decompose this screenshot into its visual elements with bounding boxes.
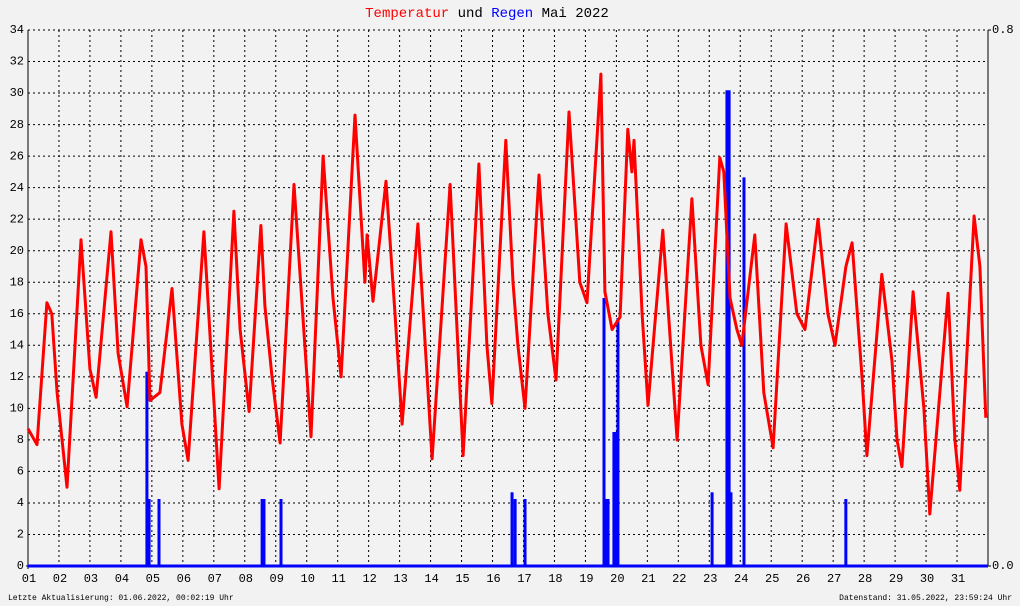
title-join: und [458,6,483,22]
x-tick-label: 26 [796,572,810,586]
x-tick-label: 07 [208,572,222,586]
y2-tick-label: 0.0 [992,559,1014,573]
rain-bar [727,90,731,567]
rain-bar [279,499,283,566]
rain-bar [742,177,746,566]
y2-tick-label: 0.8 [992,23,1014,37]
x-tick-label: 09 [270,572,284,586]
x-tick-label: 29 [889,572,903,586]
x-tick-label: 25 [765,572,779,586]
y-tick-label: 22 [10,212,24,226]
y-tick-label: 10 [10,402,24,416]
title-suffix: Mai 2022 [542,6,609,22]
x-tick-label: 23 [703,572,717,586]
rain-bar [844,499,848,566]
rain-bar [147,499,151,566]
x-tick-label: 04 [115,572,129,586]
x-tick-label: 13 [393,572,407,586]
x-tick-label: 14 [424,572,438,586]
y-tick-label: 12 [10,370,24,384]
x-tick-label: 06 [177,572,191,586]
y-tick-label: 34 [10,23,24,37]
rain-bar [612,432,616,566]
rain-bar [262,499,266,566]
y-tick-label: 24 [10,181,24,195]
rain-bar [602,298,606,566]
x-tick-label: 20 [610,572,624,586]
rain-bar [614,432,618,566]
y-tick-label: 30 [10,86,24,100]
y-tick-label: 32 [10,55,24,69]
x-tick-label: 21 [641,572,655,586]
title-temp: Temperatur [365,6,449,22]
rain-bar [523,499,527,566]
x-tick-label: 10 [301,572,315,586]
y-tick-label: 14 [10,338,24,352]
rain-bar [729,492,733,566]
rain-bar [157,499,161,566]
y-tick-label: 0 [17,559,24,573]
x-tick-label: 15 [455,572,469,586]
x-tick-label: 24 [734,572,748,586]
footer-right: Datenstand: 31.05.2022, 23:59:24 Uhr [839,594,1012,603]
y-tick-label: 28 [10,118,24,132]
y-tick-label: 4 [17,496,24,510]
y-tick-label: 26 [10,149,24,163]
x-tick-label: 30 [920,572,934,586]
x-tick-label: 02 [53,572,67,586]
rain-bar [710,492,714,566]
rain-bar [145,371,149,566]
temperature-line [26,72,988,516]
rain-bar [604,499,608,566]
x-tick-label: 03 [84,572,98,586]
rain-bar [510,492,514,566]
x-tick-label: 31 [951,572,965,586]
x-tick-label: 19 [579,572,593,586]
x-tick-label: 22 [672,572,686,586]
rain-bar [606,499,610,566]
y-tick-label: 18 [10,275,24,289]
x-tick-label: 18 [548,572,562,586]
x-tick-label: 05 [146,572,160,586]
x-tick-label: 17 [517,572,531,586]
y-tick-label: 16 [10,307,24,321]
x-tick-label: 12 [362,572,376,586]
y-tick-label: 6 [17,465,24,479]
rain-bar [260,499,264,566]
x-tick-label: 01 [22,572,36,586]
title-rain: Regen [491,6,533,22]
footer-left: Letzte Aktualisierung: 01.06.2022, 00:02… [8,594,234,603]
x-tick-label: 27 [827,572,841,586]
y-tick-label: 8 [17,433,24,447]
y-tick-label: 20 [10,244,24,258]
x-tick-label: 08 [239,572,253,586]
chart-title: Temperatur und Regen Mai 2022 [365,6,609,22]
rain-bar [616,318,620,566]
rain-bar [725,90,729,567]
x-tick-label: 28 [858,572,872,586]
rain-bar [513,499,517,566]
y-tick-label: 2 [17,528,24,542]
x-tick-label: 11 [331,572,345,586]
x-tick-label: 16 [486,572,500,586]
